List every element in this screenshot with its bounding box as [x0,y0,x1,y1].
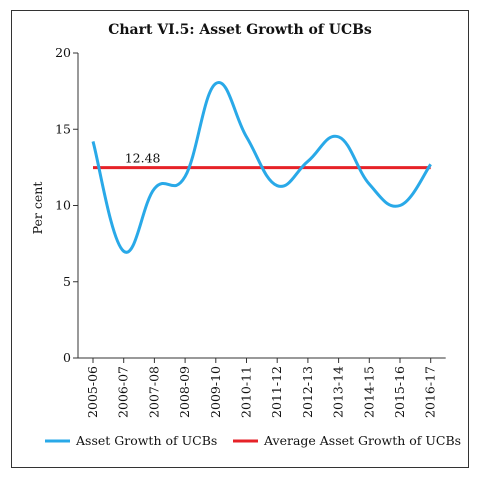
x-tick-label: 2007-08 [146,366,161,418]
chart-frame [11,10,469,468]
x-tick-label: 2005-06 [85,366,100,418]
legend-label: Asset Growth of UCBs [75,433,217,448]
x-tick-label: 2016-17 [423,366,438,418]
chart-title: Chart VI.5: Asset Growth of UCBs [108,22,372,38]
legend-item-average: Average Asset Growth of UCBs [233,433,461,448]
plot-area: 12.48 [91,81,432,254]
x-tick-label: 2015-16 [392,366,407,418]
average-value-label: 12.48 [125,151,161,166]
legend: Asset Growth of UCBs Average Asset Growth… [45,433,461,448]
x-axis: 2005-06 2006-07 2007-08 2008-09 2009-10 2010-… [78,357,446,418]
y-tick-label: 10 [55,198,71,213]
y-tick-label: 5 [63,274,71,289]
y-axis: 0 5 10 15 20 [55,45,79,365]
legend-label: Average Asset Growth of UCBs [263,433,461,448]
x-tick-label: 2013-14 [331,366,346,418]
x-tick-label: 2011-12 [269,366,284,418]
legend-item-asset-growth: Asset Growth of UCBs [45,433,217,448]
y-axis-title: Per cent [30,182,45,235]
y-tick-label: 0 [63,350,71,365]
y-tick-label: 15 [55,121,71,136]
x-tick-label: 2014-15 [361,366,376,418]
x-tick-label: 2010-11 [239,366,254,418]
x-tick-label: 2012-13 [300,366,315,418]
y-tick-label: 20 [55,45,71,60]
x-tick-label: 2006-07 [116,366,131,418]
x-tick-label: 2008-09 [177,366,192,418]
x-tick-label: 2009-10 [208,366,223,418]
